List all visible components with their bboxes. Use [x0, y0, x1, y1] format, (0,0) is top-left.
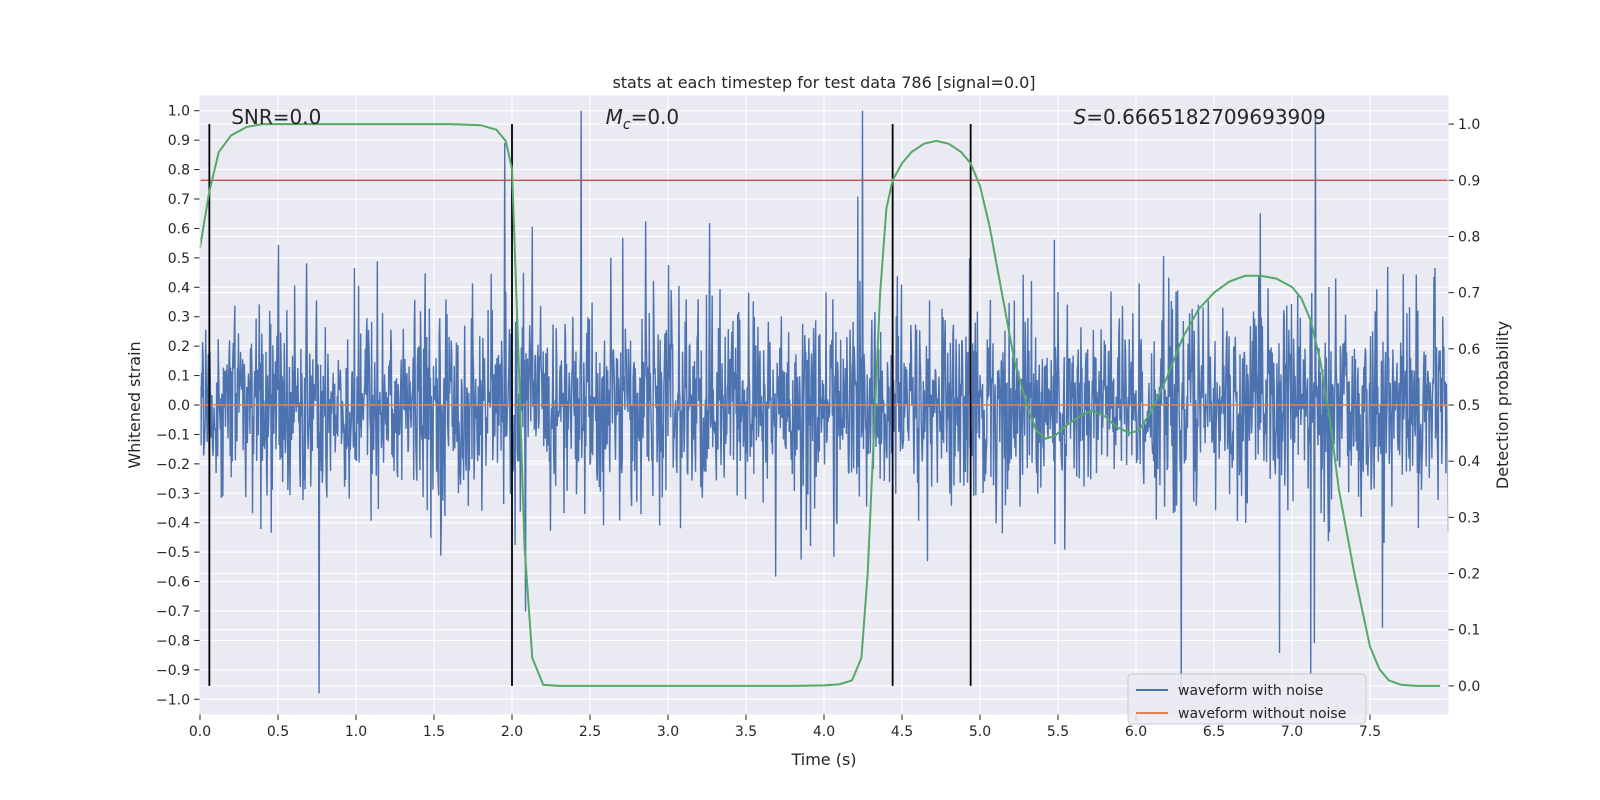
- x-axis-label: Time (s): [790, 750, 856, 769]
- annotation-snr: SNR=0.0: [231, 105, 321, 129]
- x-tick-label: 5.5: [1047, 724, 1069, 740]
- noisy-waveform-line: [199, 110, 1449, 694]
- y-tick-label-left: 0.1: [168, 369, 190, 385]
- legend-box: [1127, 673, 1367, 725]
- x-tick-label: 7.0: [1281, 724, 1303, 740]
- y-tick-label-right: 0.6: [1458, 342, 1480, 358]
- x-tick-label: 2.0: [501, 724, 523, 740]
- y-tick-label-left: −0.5: [156, 545, 190, 561]
- x-tick-label: 4.0: [813, 724, 835, 740]
- annotation-mc-value: =0.0: [631, 105, 680, 129]
- legend-label-clean: waveform without noise: [1178, 706, 1346, 722]
- y-tick-label-right: 0.9: [1458, 173, 1480, 189]
- y-tick-label-left: −0.2: [156, 457, 190, 473]
- y-tick-label-left: −0.1: [156, 427, 190, 443]
- y-axis-label-left: Whitened strain: [125, 341, 144, 468]
- x-tick-label: 6.0: [1125, 724, 1147, 740]
- series-waveform-with-noise: [199, 110, 1449, 694]
- annotations: SNR=0.0 Mc=0.0 S=0.6665182709693909: [231, 105, 1326, 133]
- annotation-s-value: =0.6665182709693909: [1086, 105, 1325, 129]
- y-tick-label-left: −0.6: [156, 575, 190, 591]
- annotation-mc-symbol: M: [606, 105, 623, 129]
- x-tick-label: 7.5: [1359, 724, 1381, 740]
- y-tick-label-right: 0.4: [1458, 454, 1480, 470]
- y-axis-label-right: Detection probability: [1493, 321, 1512, 489]
- x-tick-label: 5.0: [969, 724, 991, 740]
- x-tick-label: 1.0: [345, 724, 367, 740]
- vertical-markers: [208, 124, 972, 686]
- y-tick-label-left: −0.8: [156, 633, 190, 649]
- plot-frame: [199, 95, 1449, 715]
- y-tick-label-left: −0.9: [156, 663, 190, 679]
- annotation-snr-symbol: SNR: [231, 105, 273, 129]
- legend: waveform with noise waveform without nois…: [1127, 673, 1367, 725]
- x-tick-label: 6.5: [1203, 724, 1225, 740]
- chart-title: stats at each timestep for test data 786…: [612, 73, 1035, 92]
- y-tick-label-left: −0.3: [156, 486, 190, 502]
- y-tick-label-right: 0.5: [1458, 398, 1480, 414]
- probability-line: [199, 123, 1441, 687]
- y-tick-label-left: 1.0: [168, 104, 190, 120]
- annotation-mc-subscript: c: [623, 117, 631, 133]
- annotation-mc: Mc=0.0: [606, 105, 680, 133]
- series-detection-probability: [199, 123, 1441, 687]
- y-tick-label-right: 0.0: [1458, 679, 1480, 695]
- y-tick-label-right: 0.7: [1458, 286, 1480, 302]
- x-tick-label: 3.0: [657, 724, 679, 740]
- y-tick-label-right: 0.1: [1458, 623, 1480, 639]
- x-tick-label: 2.5: [579, 724, 601, 740]
- y-tick-label-right: 0.2: [1458, 567, 1480, 583]
- y-tick-label-right: 0.3: [1458, 510, 1480, 526]
- annotation-snr-value: =0.0: [273, 105, 322, 129]
- axes: 0.0 0.5 1.0 1.5 2.0 2.5 3.0 3.5 4.0 4.5 5.0 5.5 6.0 6…: [156, 95, 1480, 740]
- y-tick-label-left: −0.7: [156, 604, 190, 620]
- y-tick-label-right: 1.0: [1458, 117, 1480, 133]
- y-tick-label-left: 0.7: [168, 192, 190, 208]
- x-tick-label: 4.5: [891, 724, 913, 740]
- y-tick-label-left: 0.5: [168, 251, 190, 267]
- y-tick-label-left: 0.0: [168, 398, 190, 414]
- y-tick-label-left: −0.4: [156, 516, 190, 532]
- y-tick-label-left: −1.0: [156, 692, 190, 708]
- y-tick-label-left: 0.9: [168, 133, 190, 149]
- y-tick-label-left: 0.3: [168, 310, 190, 326]
- annotation-s: S=0.6665182709693909: [1074, 105, 1326, 129]
- y-tick-label-left: 0.2: [168, 339, 190, 355]
- annotation-s-symbol: S: [1074, 105, 1087, 129]
- x-tick-label: 0.0: [189, 724, 211, 740]
- x-tick-label: 1.5: [423, 724, 445, 740]
- legend-label-noisy: waveform with noise: [1178, 683, 1323, 699]
- x-tick-label: 3.5: [735, 724, 757, 740]
- y-tick-label-left: 0.6: [168, 221, 190, 237]
- y-tick-label-left: 0.8: [168, 163, 190, 179]
- y-tick-label-right: 0.8: [1458, 229, 1480, 245]
- x-tick-label: 0.5: [267, 724, 289, 740]
- y-tick-label-left: 0.4: [168, 280, 190, 296]
